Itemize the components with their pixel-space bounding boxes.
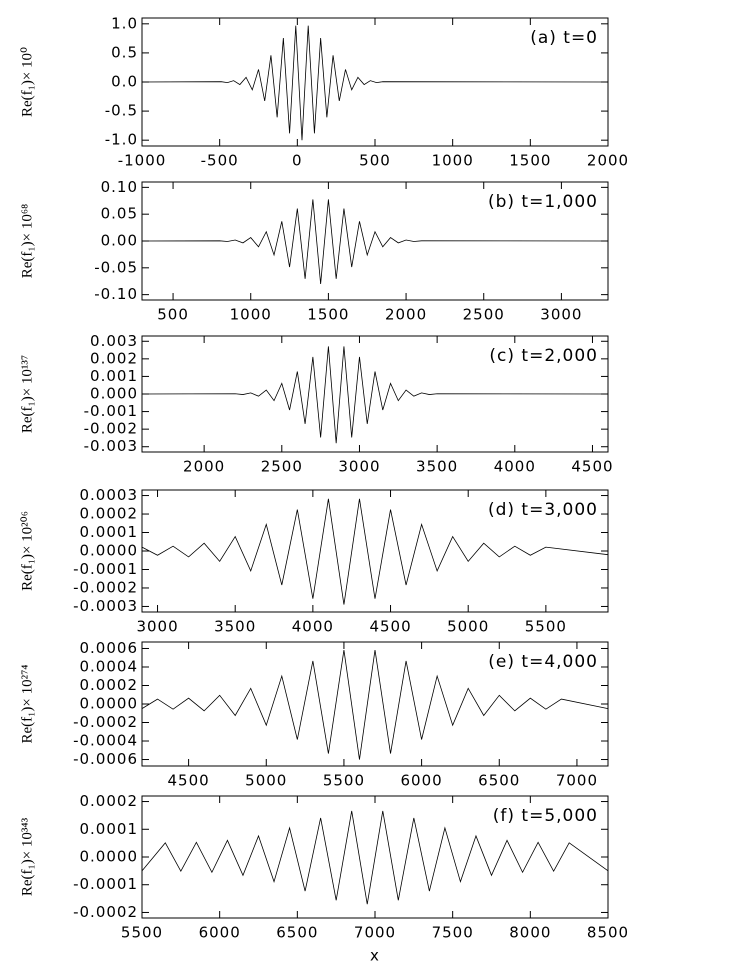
panel-annotation: (e) t=4,000 bbox=[488, 652, 598, 672]
x-tick-label: 4500 bbox=[369, 618, 411, 636]
x-tick-label: 500 bbox=[359, 152, 391, 170]
x-tick-label: 8000 bbox=[509, 924, 551, 942]
x-tick-label: 0 bbox=[292, 152, 303, 170]
y-tick-label: -0.0004 bbox=[73, 732, 138, 750]
x-tick-label: 1000 bbox=[230, 306, 272, 324]
wave-line bbox=[141, 649, 609, 760]
x-tick-label: 5000 bbox=[245, 772, 287, 790]
y-axis-label: Re(f₁)× 10²⁷⁴ bbox=[19, 664, 35, 743]
panel-annotation: (a) t=0 bbox=[530, 28, 598, 48]
y-axis-label: Re(f₁)× 10³⁴³ bbox=[19, 817, 35, 896]
wave-line bbox=[141, 498, 609, 605]
x-axis-label: x bbox=[370, 947, 380, 965]
y-tick-label: 0.0001 bbox=[80, 523, 139, 541]
y-tick-label: 0.10 bbox=[101, 178, 138, 196]
x-tick-label: 6500 bbox=[478, 772, 520, 790]
x-tick-label: 3500 bbox=[214, 618, 256, 636]
y-tick-label: -0.0002 bbox=[73, 578, 138, 596]
x-tick-label: 5500 bbox=[525, 618, 567, 636]
x-tick-label: 2500 bbox=[261, 458, 303, 476]
y-tick-label: 0.0003 bbox=[80, 486, 139, 504]
y-tick-label: 0.0004 bbox=[80, 657, 139, 675]
x-tick-label: 4000 bbox=[292, 618, 334, 636]
y-tick-label: -0.10 bbox=[94, 285, 138, 303]
y-tick-label: -0.05 bbox=[94, 258, 138, 276]
wave-line bbox=[141, 346, 609, 444]
x-tick-label: 6500 bbox=[276, 924, 318, 942]
y-tick-label: 1.0 bbox=[111, 14, 138, 32]
x-tick-label: 1000 bbox=[432, 152, 474, 170]
y-tick-label: 0.003 bbox=[90, 332, 138, 350]
y-axis-label: Re(f₁)× 10¹³⁷ bbox=[19, 355, 35, 433]
x-tick-label: -1000 bbox=[118, 152, 167, 170]
wave-line bbox=[141, 25, 609, 141]
y-axis-label: Re(f₁)× 10⁶⁸ bbox=[19, 204, 35, 279]
panel-annotation: (f) t=5,000 bbox=[493, 806, 598, 826]
y-tick-label: 0.002 bbox=[90, 349, 138, 367]
x-tick-label: -500 bbox=[201, 152, 239, 170]
wave-line bbox=[141, 810, 609, 905]
y-tick-label: -0.003 bbox=[84, 437, 138, 455]
y-tick-label: -0.5 bbox=[105, 102, 138, 120]
x-tick-label: 7500 bbox=[432, 924, 474, 942]
x-tick-label: 4000 bbox=[494, 458, 536, 476]
y-tick-label: 0.0000 bbox=[80, 542, 139, 560]
x-tick-label: 3000 bbox=[338, 458, 380, 476]
y-tick-label: -0.0001 bbox=[73, 560, 138, 578]
wave-line bbox=[141, 199, 609, 284]
x-tick-label: 6000 bbox=[401, 772, 443, 790]
y-tick-label: 0.0002 bbox=[80, 676, 139, 694]
x-tick-label: 2000 bbox=[183, 458, 225, 476]
y-tick-label: -0.002 bbox=[84, 420, 138, 438]
x-tick-label: 2500 bbox=[463, 306, 505, 324]
x-tick-label: 6000 bbox=[199, 924, 241, 942]
y-tick-label: -0.0002 bbox=[73, 903, 138, 921]
y-tick-label: 0.0006 bbox=[80, 639, 139, 657]
y-tick-label: 0.0000 bbox=[80, 695, 139, 713]
panel-annotation: (b) t=1,000 bbox=[488, 192, 598, 212]
x-tick-label: 3000 bbox=[136, 618, 178, 636]
y-tick-label: 0.0001 bbox=[80, 820, 139, 838]
x-tick-label: 7000 bbox=[556, 772, 598, 790]
panel-annotation: (d) t=3,000 bbox=[488, 500, 598, 520]
y-tick-label: 0.0002 bbox=[80, 792, 139, 810]
y-tick-label: -0.001 bbox=[84, 402, 138, 420]
y-tick-label: -0.0006 bbox=[73, 750, 138, 768]
y-tick-label: 0.0 bbox=[111, 73, 138, 91]
y-tick-label: -0.0002 bbox=[73, 713, 138, 731]
y-tick-label: 0.0002 bbox=[80, 505, 139, 523]
x-tick-label: 8500 bbox=[587, 924, 629, 942]
x-tick-label: 4500 bbox=[571, 458, 613, 476]
x-tick-label: 3500 bbox=[416, 458, 458, 476]
x-tick-label: 2000 bbox=[385, 306, 427, 324]
y-tick-label: -0.0003 bbox=[73, 597, 138, 615]
x-tick-label: 2000 bbox=[587, 152, 629, 170]
y-tick-label: 0.001 bbox=[90, 367, 138, 385]
y-tick-label: -0.0001 bbox=[73, 875, 138, 893]
y-tick-label: 0.0000 bbox=[80, 848, 139, 866]
x-tick-label: 1500 bbox=[307, 306, 349, 324]
panel-annotation: (c) t=2,000 bbox=[489, 346, 598, 366]
x-tick-label: 5500 bbox=[323, 772, 365, 790]
x-tick-label: 7000 bbox=[354, 924, 396, 942]
x-tick-label: 5500 bbox=[121, 924, 163, 942]
y-tick-label: 0.000 bbox=[90, 385, 138, 403]
x-tick-label: 1500 bbox=[509, 152, 551, 170]
x-tick-label: 4500 bbox=[168, 772, 210, 790]
y-tick-label: 0.00 bbox=[101, 232, 138, 250]
x-tick-label: 500 bbox=[157, 306, 189, 324]
x-tick-label: 5000 bbox=[447, 618, 489, 636]
y-axis-label: Re(f₁)× 10⁰ bbox=[19, 47, 35, 117]
y-tick-label: 0.5 bbox=[111, 43, 138, 61]
y-tick-label: -1.0 bbox=[105, 131, 138, 149]
y-axis-label: Re(f₁)× 10²⁰⁶ bbox=[19, 511, 35, 591]
x-tick-label: 3000 bbox=[540, 306, 582, 324]
y-tick-label: 0.05 bbox=[101, 205, 138, 223]
